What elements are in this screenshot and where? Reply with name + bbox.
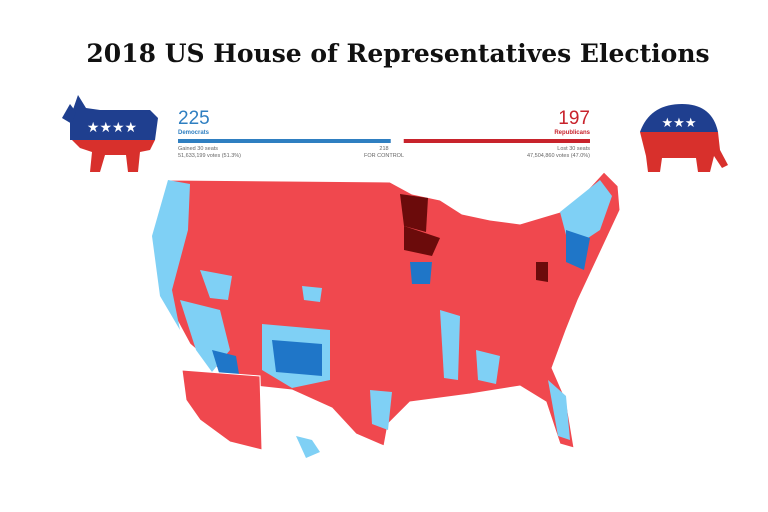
rep-votes: 47,504,860 votes (47.0%) <box>527 153 590 159</box>
rep-change: Lost 30 seats <box>557 146 590 152</box>
control-seats: 218 <box>379 146 388 152</box>
rep-seats: 197 <box>558 108 590 129</box>
control-label: FOR CONTROL <box>364 153 404 159</box>
title: 2018 US House of Representatives Electio… <box>86 39 709 68</box>
rep-bar <box>403 139 590 143</box>
us-map <box>151 171 621 458</box>
rep-label: Republicans <box>554 130 590 136</box>
dem-votes: 51,633,199 votes (51.3%) <box>178 153 241 159</box>
seat-bar <box>178 139 590 143</box>
elephant-icon: ★★★ <box>640 104 728 172</box>
dem-bar <box>178 139 391 143</box>
dem-seats: 225 <box>178 108 210 129</box>
dem-label: Democrats <box>178 130 210 136</box>
svg-text:★★★★: ★★★★ <box>87 119 137 135</box>
dem-change: Gained 30 seats <box>178 146 218 152</box>
donkey-icon: ★★★★ <box>62 95 158 172</box>
svg-text:★★★: ★★★ <box>662 115 697 130</box>
